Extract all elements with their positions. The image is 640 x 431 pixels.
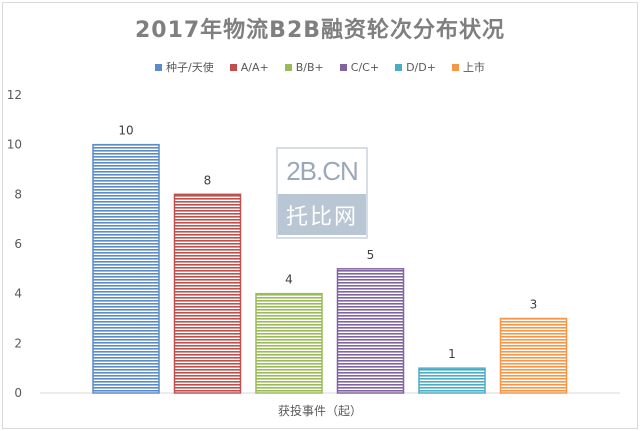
legend-swatch xyxy=(229,63,237,71)
chart-legend: 种子/天使 A/A+ B/B+ C/C+ D/D+ 上市 xyxy=(0,59,640,75)
legend-label: A/A+ xyxy=(240,60,269,74)
legend-item: 上市 xyxy=(451,59,485,75)
bar-value-label: 4 xyxy=(285,273,293,287)
legend-swatch xyxy=(284,63,292,71)
bar-value-label: 3 xyxy=(530,298,538,312)
y-tick-label: 6 xyxy=(14,237,22,251)
legend-label: 上市 xyxy=(462,61,485,74)
legend-label: C/C+ xyxy=(350,60,380,74)
y-tick-label: 10 xyxy=(7,138,22,152)
y-tick-label: 0 xyxy=(14,386,22,400)
legend-item: C/C+ xyxy=(339,59,380,75)
watermark-top-text: 2B.CN xyxy=(286,156,359,186)
watermark-bottom-text: 托比网 xyxy=(278,194,366,235)
y-tick-label: 8 xyxy=(14,187,22,201)
legend-label: D/D+ xyxy=(406,60,436,74)
bar-value-label: 1 xyxy=(448,347,456,361)
legend-item: A/A+ xyxy=(229,59,269,75)
legend-swatch xyxy=(395,63,403,71)
legend-swatch xyxy=(155,63,163,71)
bar-4 xyxy=(336,268,405,394)
bar-1 xyxy=(92,143,160,394)
legend-swatch xyxy=(451,63,459,71)
legend-item: D/D+ xyxy=(395,59,436,75)
legend-item: B/B+ xyxy=(284,59,324,75)
bar-5 xyxy=(418,367,486,394)
y-tick-label: 12 xyxy=(7,88,22,102)
legend-swatch xyxy=(339,63,347,71)
chart-title: 2017年物流B2B融资轮次分布状况 xyxy=(134,18,506,43)
x-axis-label: 获投事件（起） xyxy=(277,404,362,418)
bar-value-label: 8 xyxy=(204,173,212,187)
legend-label: B/B+ xyxy=(295,60,324,74)
y-tick-label: 4 xyxy=(14,287,22,301)
bar-value-label: 10 xyxy=(118,124,133,138)
bar-3 xyxy=(255,292,323,394)
bar-value-label: 5 xyxy=(367,248,375,262)
watermark-logo: 2B.CN 托比网 xyxy=(276,147,368,239)
y-tick-label: 2 xyxy=(14,336,22,350)
bar-6 xyxy=(499,317,568,394)
legend-label: 种子/天使 xyxy=(166,61,214,74)
legend-item: 种子/天使 xyxy=(155,59,214,75)
bar-2 xyxy=(173,193,242,394)
